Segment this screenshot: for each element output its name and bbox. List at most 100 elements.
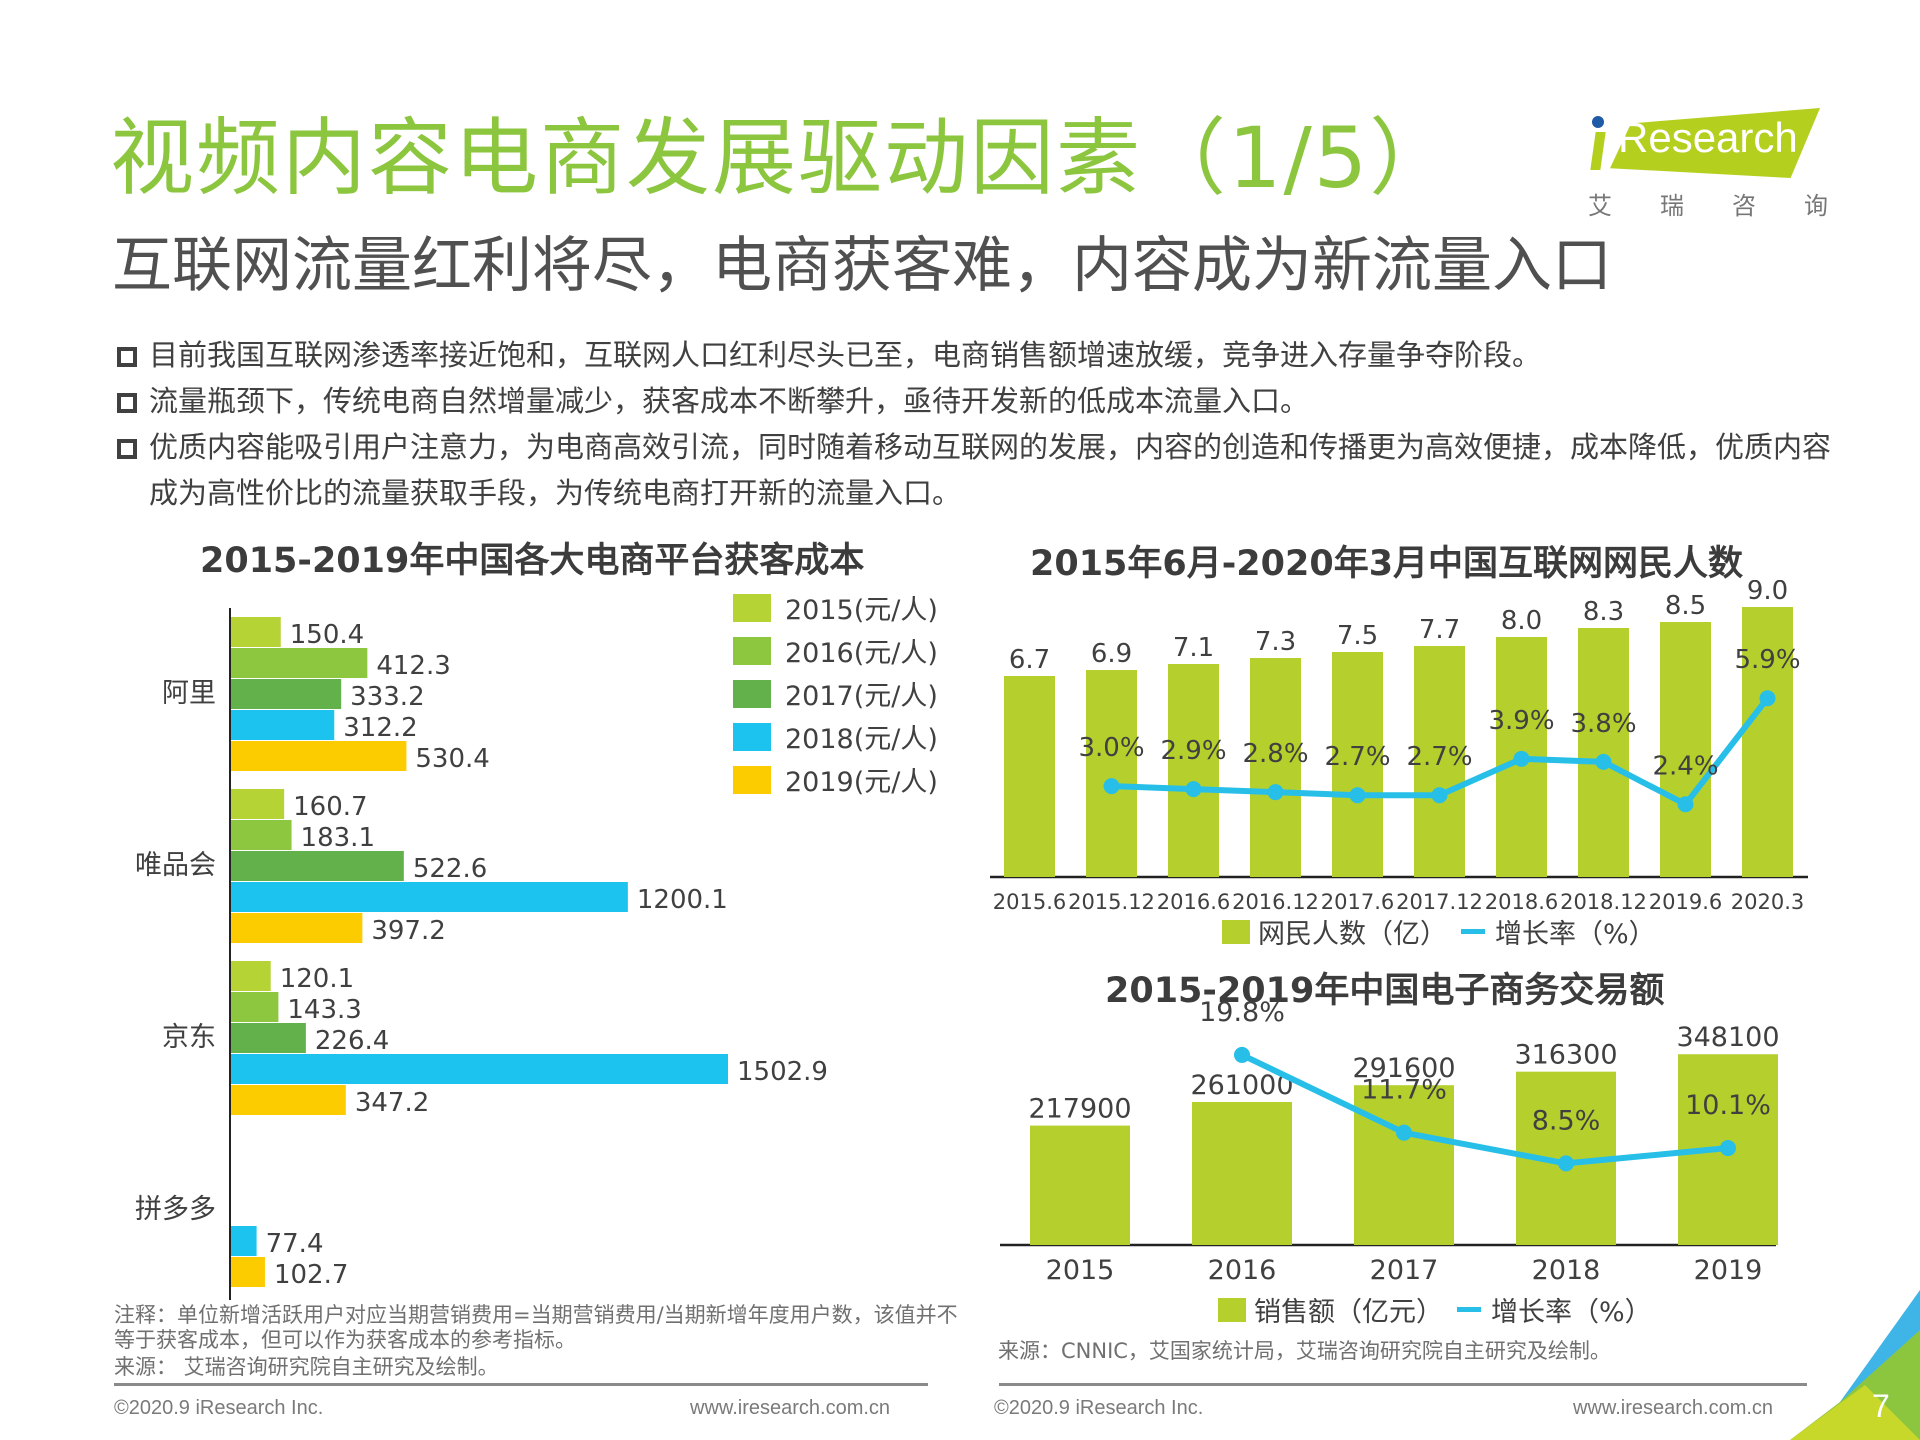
logo-cn-char: 瑞 <box>1660 192 1684 220</box>
growth-rate-label: 3.0% <box>1078 733 1144 763</box>
bar-2017 <box>231 679 342 709</box>
bar-value-label: 530.4 <box>415 744 489 774</box>
bar-value-label: 312.2 <box>343 713 417 743</box>
acquisition-cost-note: 注释：单位新增活跃用户对应当期营销费用=当期营销费用/当期新增年度用户数，该值并… <box>114 1303 958 1352</box>
x-tick-label: 2015 <box>1046 1255 1115 1286</box>
bar-2015 <box>231 617 281 647</box>
acquisition-cost-source: 来源： 艾瑞咨询研究院自主研究及绘制。 <box>114 1355 499 1379</box>
bar-2019 <box>231 1085 346 1115</box>
bar-2019 <box>231 741 407 771</box>
bar-2017 <box>231 1023 306 1053</box>
ecommerce-legend: 销售额（亿元） 增长率（%） <box>1218 1290 1652 1329</box>
bar-2015 <box>231 961 271 991</box>
legend-label: 2017(元/人) <box>785 681 938 712</box>
legend-item-2017: 2017(元/人) <box>733 672 938 715</box>
bar-value-label: 8.3 <box>1583 597 1624 627</box>
bar <box>1168 664 1219 877</box>
bar-value-label: 7.3 <box>1255 627 1296 657</box>
bullet-text: 优质内容能吸引用户注意力，为电商高效引流，同时随着移动互联网的发展，内容的创造和… <box>149 430 1832 510</box>
bar <box>1414 646 1465 877</box>
x-tick-label: 2015.6 <box>993 890 1066 914</box>
bar-value-label: 348100 <box>1676 1022 1779 1053</box>
x-tick-label: 2017.6 <box>1321 890 1394 914</box>
category-label: 拼多多 <box>135 1194 216 1225</box>
bullet-item: 流量瓶颈下，传统电商自然增量减少，获客成本不断攀升，亟待开发新的低成本流量入口。 <box>117 378 1837 424</box>
legend-label: 增长率（%） <box>1491 1297 1652 1328</box>
growth-rate-label: 8.5% <box>1532 1105 1601 1136</box>
growth-rate-label: 2.8% <box>1242 739 1308 769</box>
category-label: 阿里 <box>162 678 216 709</box>
bar-value-label: 333.2 <box>350 682 424 712</box>
growth-rate-point <box>1677 796 1694 813</box>
bar-value-label: 8.0 <box>1501 606 1542 636</box>
bar-2019 <box>231 913 363 943</box>
growth-rate-point <box>1103 778 1120 795</box>
growth-rate-point <box>1234 1046 1250 1063</box>
x-tick-label: 2017 <box>1370 1255 1439 1286</box>
growth-rate-label: 2.7% <box>1324 742 1390 772</box>
x-tick-label: 2016.6 <box>1157 890 1230 914</box>
x-tick-label: 2018.12 <box>1560 890 1647 914</box>
footer-copyright-left: ©2020.9 iResearch Inc. <box>114 1397 324 1419</box>
growth-rate-point <box>1558 1155 1574 1172</box>
bullet-item: 目前我国互联网渗透率接近饱和，互联网人口红利尽头已至，电商销售额增速放缓，竞争进… <box>117 332 1837 378</box>
category-label: 唯品会 <box>135 850 216 881</box>
legend-label: 增长率（%） <box>1495 919 1656 950</box>
legend-label: 2019(元/人) <box>785 767 938 798</box>
growth-rate-label: 11.7% <box>1361 1075 1447 1106</box>
bar-2017 <box>231 851 404 881</box>
x-tick-label: 2015.12 <box>1068 890 1155 914</box>
bar-value-label: 6.7 <box>1009 645 1050 675</box>
bar <box>1660 622 1711 877</box>
footer-copyright-right: ©2020.9 iResearch Inc. <box>994 1397 1204 1419</box>
x-tick-label: 2019.6 <box>1649 890 1722 914</box>
growth-rate-point <box>1759 690 1776 707</box>
legend-label: 2018(元/人) <box>785 724 938 755</box>
bar-value-label: 7.7 <box>1419 615 1460 645</box>
x-tick-label: 2019 <box>1694 1255 1763 1286</box>
bar <box>1250 658 1301 877</box>
bar-value-label: 226.4 <box>315 1026 389 1056</box>
ecommerce-chart-title: 2015-2019年中国电子商务交易额 <box>1105 971 1665 1011</box>
bar-value-label: 1200.1 <box>637 885 728 915</box>
growth-rate-point <box>1396 1124 1412 1141</box>
growth-rate-label: 2.4% <box>1652 751 1718 781</box>
legend-label: 销售额（亿元） <box>1254 1297 1443 1328</box>
growth-rate-point <box>1431 787 1448 804</box>
logo-cn-text: 艾 瑞 咨 询 <box>1588 186 1828 221</box>
bar-2018 <box>231 1054 728 1084</box>
growth-rate-point <box>1185 781 1202 798</box>
i-stem-icon <box>1590 132 1606 170</box>
acquisition-cost-legend: 2015(元/人) 2016(元/人) 2017(元/人) 2018(元/人) … <box>733 586 938 801</box>
bar-value-label: 397.2 <box>371 916 445 946</box>
growth-rate-point <box>1267 784 1284 801</box>
x-tick-label: 2016.12 <box>1232 890 1319 914</box>
legend-label: 2016(元/人) <box>785 638 938 669</box>
bullet-list: 目前我国互联网渗透率接近饱和，互联网人口红利尽头已至，电商销售额增速放缓，竞争进… <box>117 332 1837 516</box>
legend-swatch-bar <box>1218 1297 1246 1322</box>
bar-2019 <box>231 1257 265 1287</box>
legend-swatch <box>733 593 771 622</box>
bar-value-label: 8.5 <box>1665 591 1706 621</box>
bar <box>1742 607 1793 877</box>
x-tick-label: 2020.3 <box>1731 890 1804 914</box>
legend-item-2015: 2015(元/人) <box>733 586 938 629</box>
bullet-text: 流量瓶颈下，传统电商自然增量减少，获客成本不断攀升，亟待开发新的低成本流量入口。 <box>149 384 1310 418</box>
category-label: 京东 <box>162 1022 216 1053</box>
bullet-item: 优质内容能吸引用户注意力，为电商高效引流，同时随着移动互联网的发展，内容的创造和… <box>117 424 1837 516</box>
page-title: 视频内容电商发展驱动因素（1/5） <box>110 109 1456 207</box>
legend-swatch-line <box>1461 929 1485 934</box>
bar-2018 <box>231 1226 257 1256</box>
bar-2018 <box>231 710 335 740</box>
logo-cn-char: 咨 <box>1732 192 1756 220</box>
bar-value-label: 9.0 <box>1747 580 1788 606</box>
ecommerce-source: 来源：CNNIC，艾国家统计局，艾瑞咨询研究院自主研究及绘制。 <box>998 1339 1611 1363</box>
legend-swatch <box>733 679 771 708</box>
footer-divider-right <box>999 1383 1807 1386</box>
bar-value-label: 77.4 <box>266 1229 324 1259</box>
bar <box>1578 628 1629 877</box>
growth-rate-line <box>1240 1052 1729 1167</box>
growth-rate-point <box>1720 1140 1736 1157</box>
netizens-legend: 网民人数（亿） 增长率（%） <box>1222 912 1656 951</box>
